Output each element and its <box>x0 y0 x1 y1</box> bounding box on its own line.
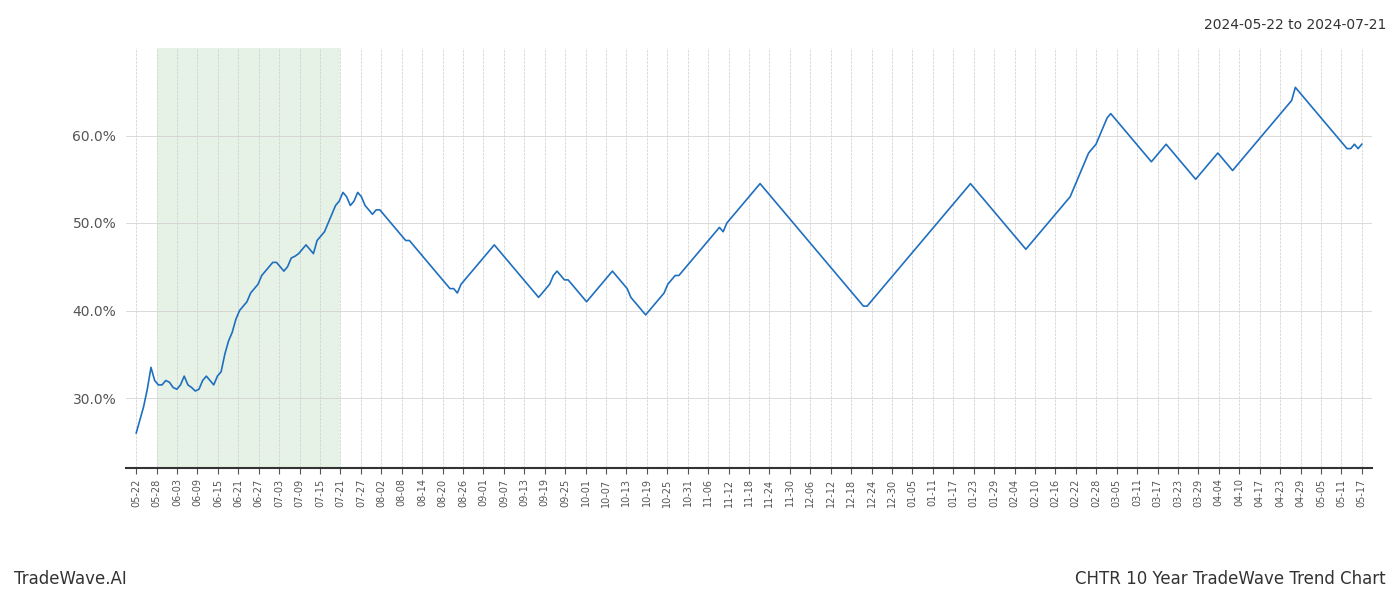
Text: 2024-05-22 to 2024-07-21: 2024-05-22 to 2024-07-21 <box>1204 18 1386 32</box>
Bar <box>157 48 340 468</box>
Text: CHTR 10 Year TradeWave Trend Chart: CHTR 10 Year TradeWave Trend Chart <box>1075 570 1386 588</box>
Text: TradeWave.AI: TradeWave.AI <box>14 570 127 588</box>
